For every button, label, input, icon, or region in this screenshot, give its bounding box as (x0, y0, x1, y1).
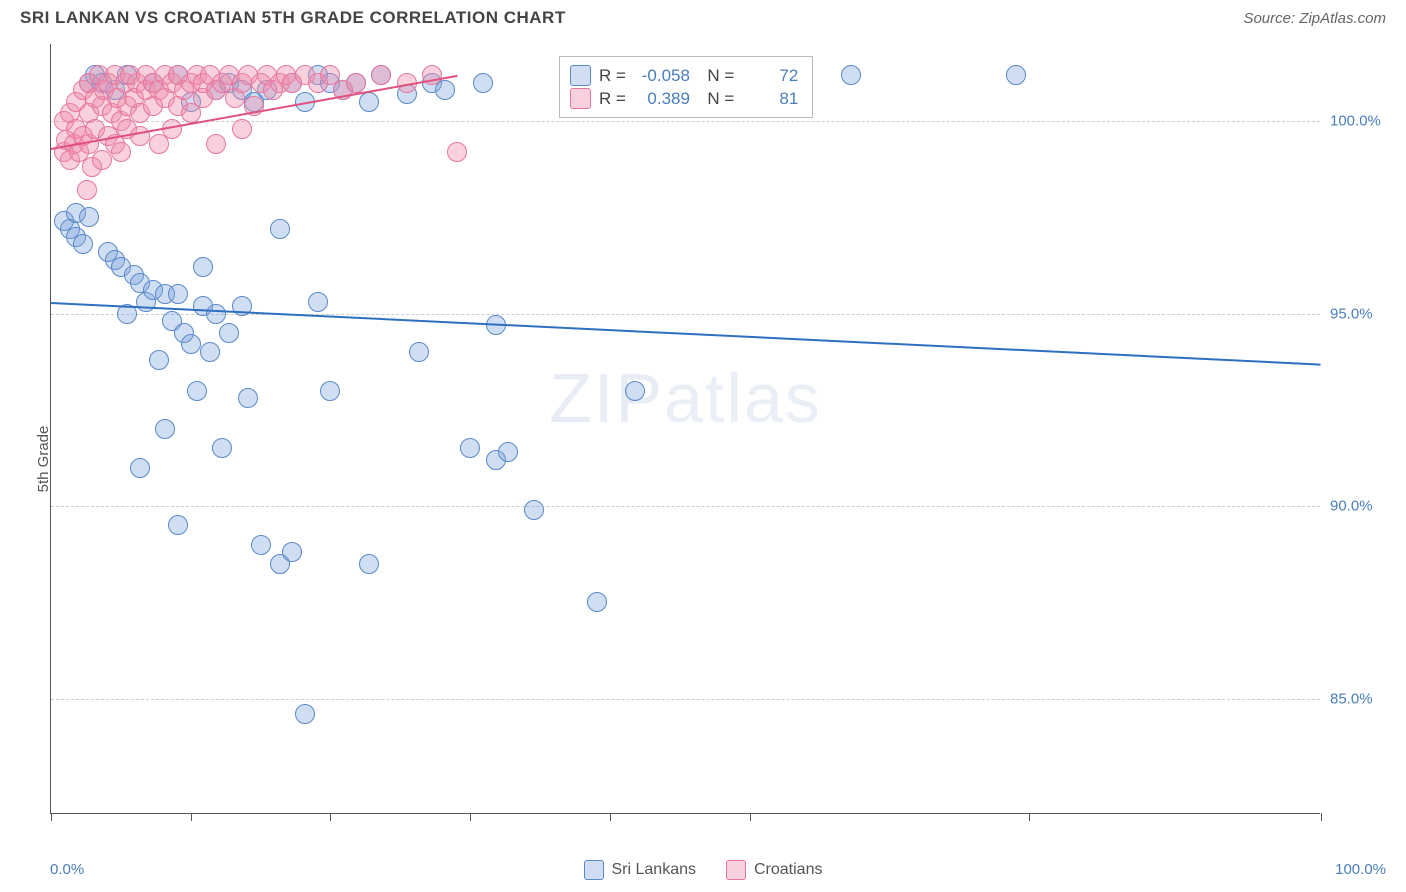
data-point (270, 219, 290, 239)
data-point (238, 388, 258, 408)
data-point (111, 142, 131, 162)
data-point (251, 535, 271, 555)
legend-swatch (584, 860, 604, 880)
data-point (447, 142, 467, 162)
data-point (295, 704, 315, 724)
chart-source: Source: ZipAtlas.com (1243, 10, 1386, 27)
x-legend-item: Croatians (726, 860, 822, 880)
data-point (77, 180, 97, 200)
x-tick (191, 813, 192, 821)
data-point (1006, 65, 1026, 85)
data-point (187, 381, 207, 401)
chart-title: SRI LANKAN VS CROATIAN 5TH GRADE CORRELA… (20, 8, 566, 28)
data-point (587, 592, 607, 612)
y-tick-label: 95.0% (1330, 305, 1400, 322)
y-tick-label: 100.0% (1330, 113, 1400, 130)
data-point (149, 350, 169, 370)
data-point (155, 419, 175, 439)
x-tick (470, 813, 471, 821)
stats-legend: R = -0.058 N = 72R = 0.389 N = 81 (559, 56, 813, 118)
data-point (359, 554, 379, 574)
watermark: ZIPatlas (549, 358, 822, 438)
data-point (168, 284, 188, 304)
data-point (460, 438, 480, 458)
x-tick (750, 813, 751, 821)
y-tick-label: 90.0% (1330, 498, 1400, 515)
gridline-h (51, 699, 1320, 700)
stats-row: R = 0.389 N = 81 (570, 88, 798, 109)
chart-header: SRI LANKAN VS CROATIAN 5TH GRADE CORRELA… (0, 0, 1406, 34)
data-point (625, 381, 645, 401)
stats-row: R = -0.058 N = 72 (570, 65, 798, 86)
x-tick (330, 813, 331, 821)
data-point (435, 80, 455, 100)
data-point (841, 65, 861, 85)
data-point (346, 73, 366, 93)
data-point (200, 342, 220, 362)
data-point (130, 458, 150, 478)
plot-region: ZIPatlas R = -0.058 N = 72R = 0.389 N = … (50, 44, 1320, 814)
data-point (320, 381, 340, 401)
data-point (371, 65, 391, 85)
data-point (359, 92, 379, 112)
x-legend: Sri Lankans Croatians (0, 860, 1406, 880)
x-legend-item: Sri Lankans (584, 860, 697, 880)
gridline-h (51, 506, 1320, 507)
trend-line (51, 302, 1321, 366)
x-tick (1029, 813, 1030, 821)
legend-swatch (570, 88, 591, 109)
y-tick-label: 85.0% (1330, 690, 1400, 707)
chart-area: 5th Grade ZIPatlas R = -0.058 N = 72R = … (0, 34, 1406, 884)
x-tick (51, 813, 52, 821)
data-point (498, 442, 518, 462)
data-point (524, 500, 544, 520)
data-point (212, 438, 232, 458)
data-point (206, 304, 226, 324)
x-tick (610, 813, 611, 821)
data-point (193, 257, 213, 277)
data-point (79, 207, 99, 227)
data-point (282, 542, 302, 562)
data-point (219, 323, 239, 343)
legend-swatch (726, 860, 746, 880)
data-point (73, 234, 93, 254)
data-point (168, 515, 188, 535)
data-point (181, 334, 201, 354)
data-point (232, 119, 252, 139)
data-point (130, 126, 150, 146)
data-point (409, 342, 429, 362)
data-point (206, 134, 226, 154)
legend-swatch (570, 65, 591, 86)
x-tick (1321, 813, 1322, 821)
data-point (473, 73, 493, 93)
data-point (308, 292, 328, 312)
